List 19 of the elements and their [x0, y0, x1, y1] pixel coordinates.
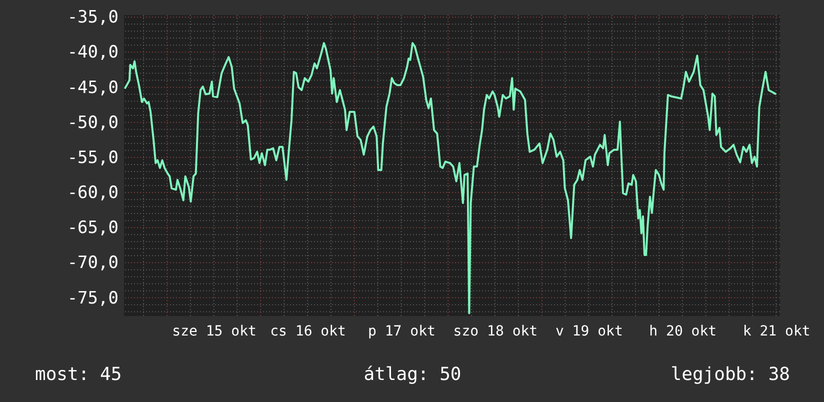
text: legjobb: 38	[670, 364, 790, 385]
text: most: 45	[35, 364, 122, 385]
x-tick-label: k 21 okt	[742, 324, 810, 340]
y-tick-label: -60,0	[67, 183, 118, 204]
y-tick-label: -65,0	[67, 218, 118, 238]
x-tick-label: cs 16 okt	[270, 324, 346, 340]
y-tick-label: -70,0	[67, 253, 118, 274]
y-tick-label: -55,0	[67, 148, 118, 168]
x-tick-label: v 19 okt	[555, 324, 623, 340]
y-tick-label: -45,0	[67, 78, 118, 98]
y-tick-label: -40,0	[67, 42, 118, 63]
y-tick-label: -50,0	[67, 112, 118, 133]
x-tick-label: p 17 okt	[368, 324, 436, 340]
text: átlag: 50	[364, 364, 462, 385]
y-tick-label: -75,0	[67, 288, 118, 308]
y-tick-label: -35,0	[67, 8, 118, 28]
x-tick-label: sze 15 okt	[172, 324, 256, 340]
x-tick-label: h 20 okt	[649, 324, 717, 340]
x-tick-label: szo 18 okt	[453, 324, 538, 340]
